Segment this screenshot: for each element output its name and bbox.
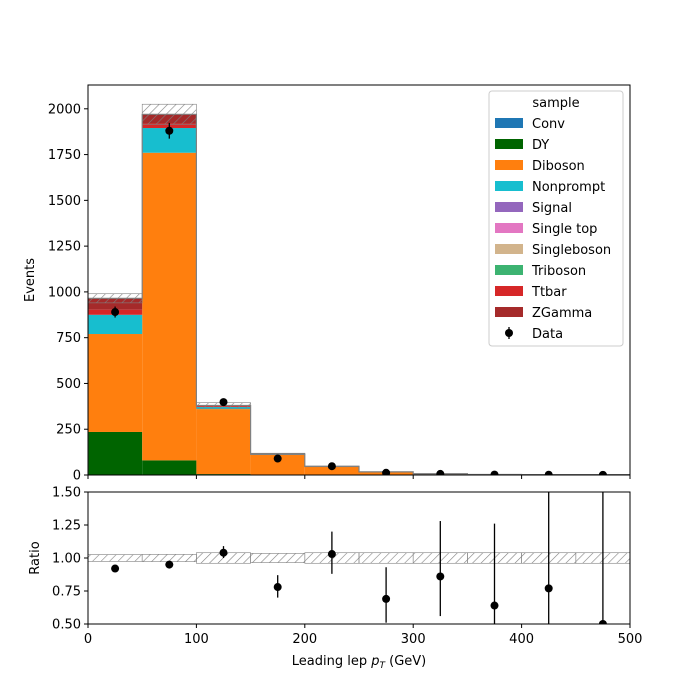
data-point-5 [382, 468, 391, 475]
legend-frame [488, 90, 624, 347]
legend-entry-single-top-swatch [495, 223, 523, 233]
ratio-point-8 [544, 584, 553, 593]
legend-entry-data-label: Data [532, 327, 563, 342]
legend-entry-diboson-label: Diboson [532, 159, 585, 174]
ratio-ytick-label-4: 1.50 [52, 486, 81, 501]
ratio-ytick-label-2: 1.00 [52, 552, 81, 567]
ratio-point-5 [382, 594, 391, 603]
bar-diboson-bin-0 [88, 334, 143, 432]
data-point-8 [544, 470, 553, 475]
bar-dy-bin-1 [142, 460, 197, 475]
ratio-ytick-label-3: 1.25 [52, 519, 81, 534]
ratio-point-9 [598, 620, 607, 624]
ratio-point-2 [219, 548, 228, 557]
main-ytick-label-6: 1500 [48, 194, 81, 209]
data-point-0 [111, 308, 120, 317]
ratio-xtick-label-1: 100 [184, 632, 209, 647]
legend-entry-signal-label: Signal [532, 201, 572, 216]
ratio-ytick-label-0: 0.50 [52, 618, 81, 633]
ratio-xtick-label-5: 500 [618, 632, 643, 647]
main-frame [87, 84, 631, 476]
ratio-xtick-label-2: 200 [292, 632, 317, 647]
bar-diboson-bin-2 [196, 409, 251, 475]
data-point-2 [219, 398, 228, 407]
legend-entry-diboson-swatch [495, 160, 523, 170]
ratio-panel: 0.50 0.75 1.00 1.25 1.50 0 100 200 300 400 500 Rati… [28, 486, 643, 672]
legend-entry-triboson-label: Triboson [531, 264, 586, 279]
legend-entry-signal-swatch [495, 202, 523, 212]
ratio-ytick-label-1: 0.75 [52, 585, 81, 600]
ratio-unc-band-bin-3 [250, 553, 306, 563]
main-ytick-label-0: 0 [73, 469, 81, 484]
ratio-point-6 [436, 572, 445, 581]
bar-dy-bin-0 [88, 431, 143, 475]
main-ytick-label-4: 1000 [48, 285, 81, 300]
ratio-unc-band-bin-5 [358, 552, 414, 564]
legend: sample Conv DY Diboson Nonprompt Signal Single… [488, 90, 624, 347]
legend-entry-nonprompt-swatch [495, 181, 523, 191]
legend-entry-triboson-swatch [495, 265, 523, 275]
main-ytick-label-7: 1750 [48, 148, 81, 163]
ratio-unc-band-bin-0 [88, 554, 143, 562]
legend-entry-nonprompt-label: Nonprompt [532, 180, 605, 195]
main-ytick-label-1: 250 [56, 423, 81, 438]
ratio-xtick-label-3: 300 [401, 632, 426, 647]
ratio-plot-area [88, 492, 630, 624]
legend-entry-conv-label: Conv [532, 117, 565, 132]
legend-title: sample [532, 96, 579, 111]
xlabel: Leading lep pT (GeV) [292, 654, 426, 671]
main-plot-area [88, 103, 630, 475]
main-panel: 0 250 500 750 1000 1250 1500 1750 2000 Events [23, 84, 631, 484]
main-ytick-label-2: 500 [56, 377, 81, 392]
data-point-7 [490, 470, 499, 475]
legend-entry-dy-swatch [495, 139, 523, 149]
legend-entry-singleboson-label: Singleboson [532, 243, 611, 258]
legend-entry-ttbar-label: Ttbar [531, 285, 567, 300]
bar-zgamma-bin-0 [88, 298, 143, 310]
legend-entry-single-top-label: Single top [532, 222, 597, 237]
main-ytick-label-8: 2000 [48, 102, 81, 117]
ratio-xtick-label-4: 400 [509, 632, 534, 647]
legend-entry-data-marker [505, 329, 513, 337]
legend-entry-singleboson-swatch [495, 244, 523, 254]
ratio-xtick-label-0: 0 [84, 632, 92, 647]
main-ylabel: Events [23, 258, 38, 302]
data-point-4 [327, 462, 336, 471]
bar-diboson-bin-1 [142, 152, 197, 461]
data-point-9 [598, 470, 607, 475]
ratio-ylabel: Ratio [28, 541, 43, 574]
bar-diboson-bin-4 [304, 466, 359, 475]
ratio-point-7 [490, 601, 499, 610]
legend-entry-ttbar-swatch [495, 286, 523, 296]
ratio-point-4 [327, 550, 336, 559]
main-ytick-label-5: 1250 [48, 240, 81, 255]
ratio-point-1 [165, 560, 174, 569]
legend-entry-conv-swatch [495, 118, 523, 128]
bar-nonprompt-bin-0 [88, 314, 143, 335]
ratio-unc-band-bin-1 [141, 554, 197, 562]
data-point-6 [436, 469, 445, 475]
data-point-3 [273, 454, 282, 463]
legend-entry-dy-label: DY [532, 138, 549, 153]
legend-entry-zgamma-swatch [495, 307, 523, 317]
ratio-point-3 [273, 583, 282, 592]
data-point-1 [165, 126, 174, 135]
legend-entry-zgamma-label: ZGamma [532, 306, 592, 321]
bar-diboson-bin-3 [250, 454, 305, 475]
ratio-point-0 [111, 564, 120, 573]
main-ytick-label-3: 750 [56, 331, 81, 346]
